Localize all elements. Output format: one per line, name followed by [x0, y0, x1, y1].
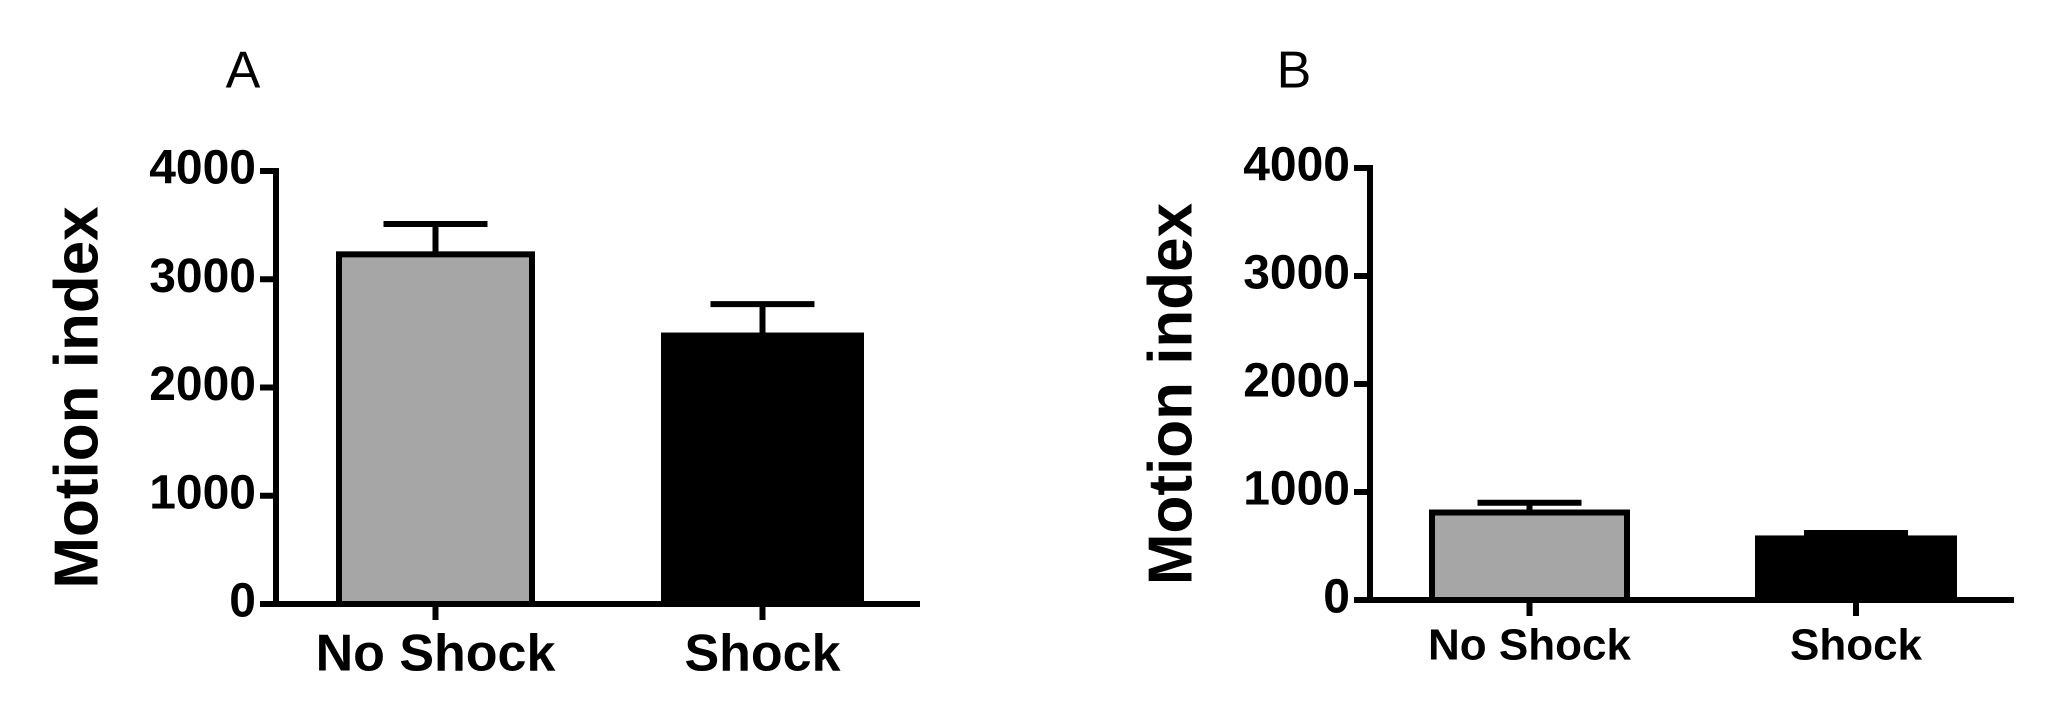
bar [336, 251, 535, 607]
y-tick-label: 2000 [149, 358, 256, 411]
x-tick-label: Shock [1790, 621, 1923, 670]
y-tick-label: 4000 [1243, 139, 1350, 192]
y-tick-label: 0 [229, 575, 256, 628]
y-tick-label: 0 [1323, 571, 1350, 624]
y-tick-label: 2000 [1243, 355, 1350, 408]
bar [1429, 509, 1630, 604]
x-tick-label: Shock [684, 625, 840, 683]
y-tick-label: 3000 [149, 250, 256, 303]
y-tick-label: 3000 [1243, 247, 1350, 300]
y-axis-label: Motion index [42, 206, 111, 589]
y-tick-label: 1000 [149, 466, 256, 519]
bar [661, 332, 864, 607]
y-tick-label: 1000 [1243, 463, 1350, 516]
bar [1755, 535, 1957, 604]
x-tick-label: No Shock [1428, 621, 1631, 670]
x-tick-label: No Shock [316, 625, 556, 683]
y-tick-label: 4000 [149, 142, 256, 195]
panel-label: B [1277, 42, 1312, 100]
y-axis-label: Motion index [1136, 202, 1205, 585]
panel-label: A [226, 42, 261, 100]
